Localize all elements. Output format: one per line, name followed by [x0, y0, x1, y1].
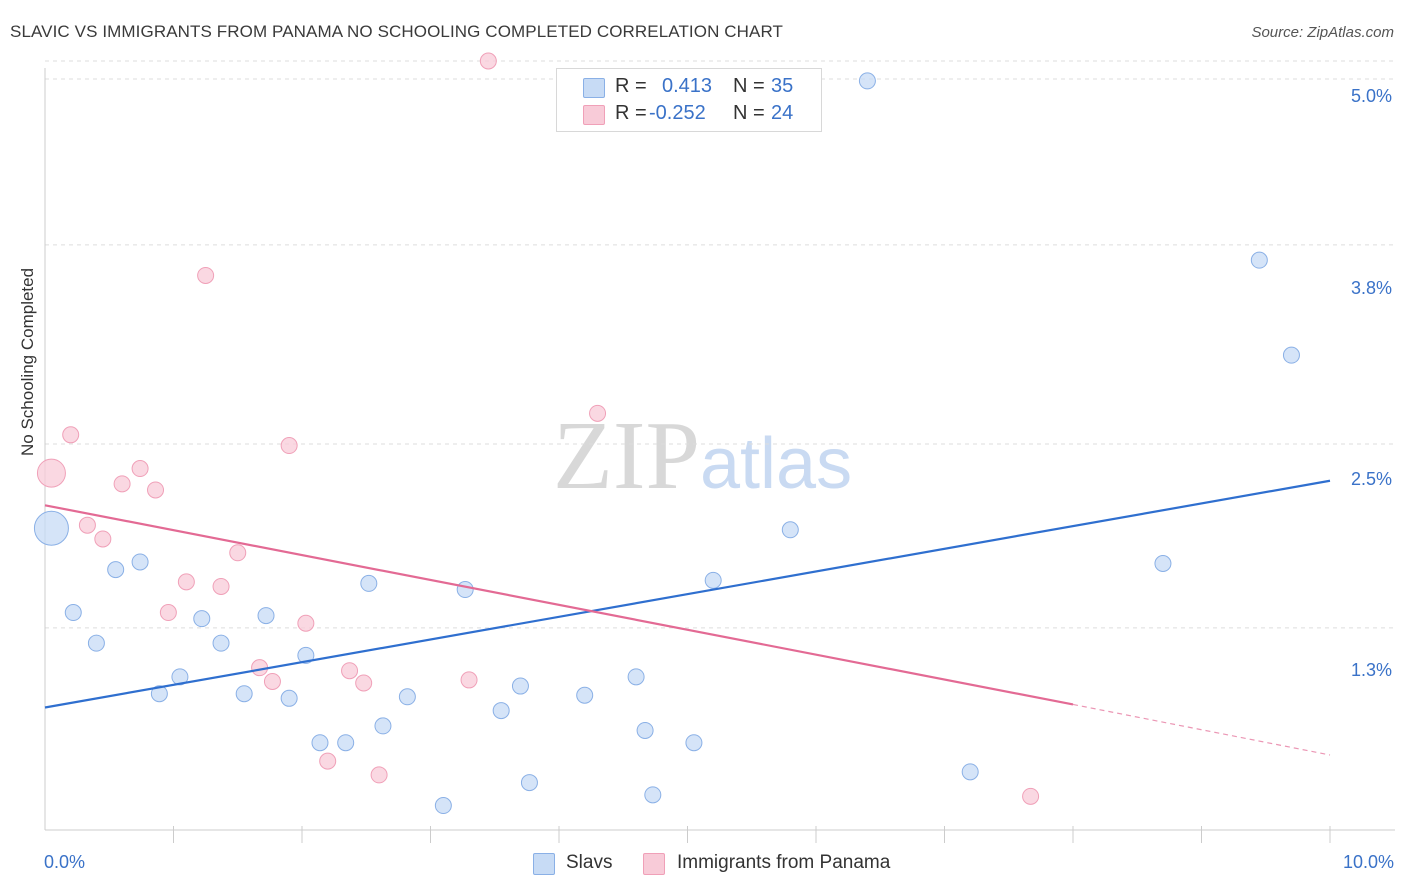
legend-panama-swatch: [643, 853, 665, 875]
slavs-point: [1154, 554, 1172, 572]
panama-point: [197, 266, 215, 284]
slavs-point: [257, 607, 275, 625]
watermark-zip: ZIP: [553, 402, 700, 510]
slavs-point: [171, 668, 189, 686]
panama-point: [78, 516, 96, 534]
panama-point: [36, 458, 66, 488]
slavs-point: [511, 677, 529, 695]
slavs-point: [1282, 346, 1300, 364]
slavs-point: [150, 685, 168, 703]
slavs-point: [520, 774, 538, 792]
x-tick-label: 10.0%: [1342, 852, 1394, 872]
panama-point: [370, 766, 388, 784]
source-label: Source: ZipAtlas.com: [1251, 24, 1394, 41]
slavs-point: [212, 634, 230, 652]
y-tick-label: 3.8%: [1350, 278, 1392, 298]
slavs-point: [398, 688, 416, 706]
slavs-point: [456, 581, 474, 599]
panama-n-label: N =: [733, 102, 765, 124]
panama-point: [212, 577, 230, 595]
slavs-n-label: N =: [733, 75, 765, 97]
chart-title: SLAVIC VS IMMIGRANTS FROM PANAMA NO SCHO…: [10, 22, 784, 41]
panama-point: [355, 674, 373, 692]
slavs-point: [374, 717, 392, 735]
panama-n-value: 24: [771, 102, 794, 124]
slavs-point: [858, 72, 876, 90]
panama-point: [297, 614, 315, 632]
panama-point: [113, 475, 131, 493]
slavs-point: [193, 610, 211, 628]
panama-point: [177, 573, 195, 591]
y-tick-label: 5.0%: [1350, 86, 1392, 106]
legend-panama-label: Immigrants from Panama: [677, 852, 891, 873]
slavs-n-value: 35: [771, 75, 794, 97]
legend-slavs-swatch: [533, 853, 555, 875]
panama-point: [147, 481, 165, 499]
y-axis-label: No Schooling Completed: [18, 267, 37, 456]
slavs-point: [781, 521, 799, 539]
panama-point: [589, 404, 607, 422]
slavs-trendline: [44, 479, 1331, 709]
slavs-point: [492, 702, 510, 720]
slavs-r-value: 0.413: [662, 75, 713, 97]
slavs-point: [1250, 251, 1268, 269]
y-tick-label: 2.5%: [1350, 469, 1392, 489]
legend-row-slavs: R = 0.413 N = 35: [557, 73, 821, 101]
y-tick-label: 1.3%: [1350, 660, 1392, 680]
panama-point: [263, 672, 281, 690]
panama-point: [131, 460, 149, 478]
legend-row-panama: R = -0.252 N = 24: [557, 100, 821, 128]
panama-point: [229, 544, 247, 562]
slavs-swatch: [583, 78, 605, 98]
x-tick-label: 0.0%: [44, 852, 86, 872]
slavs-point: [636, 721, 654, 739]
panama-point: [319, 752, 337, 770]
watermark-atlas: atlas: [700, 424, 853, 504]
panama-point: [341, 662, 359, 680]
panama-point: [62, 426, 80, 444]
correlation-legend: R = 0.413 N = 35 R = -0.252 N = 24: [556, 68, 822, 132]
slavs-r-label: R =: [615, 75, 647, 97]
slavs-point: [360, 574, 378, 592]
slavs-point: [434, 797, 452, 815]
slavs-point: [576, 686, 594, 704]
slavs-point: [107, 561, 125, 579]
slavs-point: [280, 689, 298, 707]
slavs-point: [297, 646, 315, 664]
slavs-point: [131, 553, 149, 571]
panama-point: [94, 530, 112, 548]
watermark: ZIPatlas: [553, 400, 852, 512]
legend-slavs-label: Slavs: [566, 852, 613, 873]
panama-point: [460, 671, 478, 689]
slavs-point: [704, 571, 722, 589]
panama-point: [479, 52, 497, 70]
slavs-point: [685, 734, 703, 752]
panama-r-label: R =: [615, 102, 647, 124]
slavs-point: [311, 734, 329, 752]
panama-point: [1022, 787, 1040, 805]
slavs-point: [644, 786, 662, 804]
slavs-point: [87, 634, 105, 652]
slavs-point: [337, 734, 355, 752]
panama-swatch: [583, 105, 605, 125]
slavs-point: [961, 763, 979, 781]
slavs-point: [235, 685, 253, 703]
panama-point: [280, 437, 298, 455]
slavs-point: [627, 668, 645, 686]
slavs-point: [64, 604, 82, 622]
panama-point: [159, 604, 177, 622]
panama-trendline: [44, 504, 1074, 706]
panama-r-value: -0.252: [649, 102, 706, 124]
panama-trendline-extension: [1072, 703, 1331, 756]
slavs-point: [33, 510, 69, 546]
